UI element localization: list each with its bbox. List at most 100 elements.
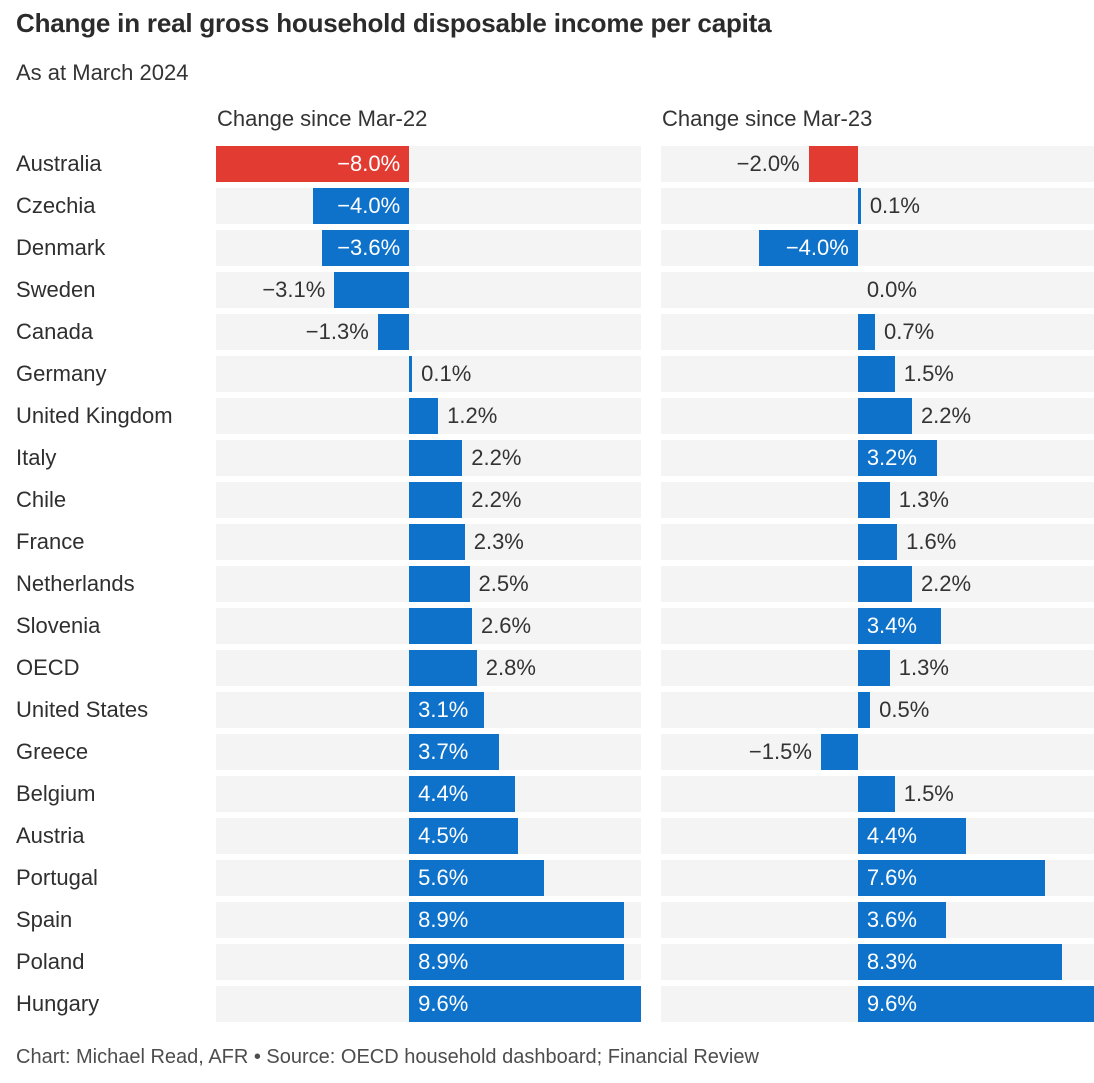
value-label: 1.5% — [903, 361, 954, 386]
chart-panel-mar22: 3.1% — [216, 692, 641, 728]
chart-panel-mar22: 9.6% — [216, 986, 641, 1022]
value-label: 8.3% — [866, 949, 917, 974]
value-bar — [377, 314, 410, 350]
value-label: 3.6% — [866, 907, 917, 932]
country-label: United Kingdom — [16, 403, 173, 428]
value-label: −3.6% — [337, 235, 401, 260]
value-label: −4.0% — [785, 235, 849, 260]
country-row: Australia −8.0% −2.0% — [0, 146, 1094, 182]
country-row: United Kingdom 1.2% 2.2% — [0, 398, 1094, 434]
country-row: Poland 8.9% 8.3% — [0, 944, 1094, 980]
country-row: Chile 2.2% 1.3% — [0, 482, 1094, 518]
country-label: Austria — [16, 823, 85, 848]
country-label: Spain — [16, 907, 73, 932]
value-label: 1.6% — [906, 529, 957, 554]
value-label: 2.3% — [473, 529, 524, 554]
chart-panel-mar23: 1.5% — [661, 776, 1094, 812]
chart-panel-mar22: −1.3% — [216, 314, 641, 350]
value-label: 1.5% — [903, 781, 954, 806]
row-background-band — [661, 146, 1094, 182]
chart-panel-mar22: 0.1% — [216, 356, 641, 392]
value-bar — [857, 944, 1062, 980]
country-row: France 2.3% 1.6% — [0, 524, 1094, 560]
value-label: 2.2% — [471, 445, 522, 470]
row-background-band — [216, 356, 641, 392]
chart-panel-mar22: 2.2% — [216, 440, 641, 476]
value-bar — [409, 734, 499, 770]
chart-panel-mar23: 0.7% — [661, 314, 1094, 350]
value-label: 4.4% — [418, 781, 469, 806]
country-row: Belgium 4.4% 1.5% — [0, 776, 1094, 812]
chart-panel-mar22: 2.3% — [216, 524, 641, 560]
country-row: Czechia −4.0% 0.1% — [0, 188, 1094, 224]
value-bar — [409, 398, 439, 434]
country-label: United States — [16, 697, 149, 722]
chart-panel-mar22: −3.1% — [216, 272, 641, 308]
value-label: 2.2% — [920, 403, 972, 428]
value-bar — [409, 524, 465, 560]
chart-panel-mar22: 8.9% — [216, 902, 641, 938]
country-label: Belgium — [16, 781, 96, 806]
chart-panel-mar23: −4.0% — [661, 230, 1094, 266]
value-bar — [857, 188, 861, 224]
value-bar — [409, 860, 545, 896]
country-row: Greece 3.7% −1.5% — [0, 734, 1094, 770]
chart-panel-mar22: 1.2% — [216, 398, 641, 434]
value-bar — [759, 230, 858, 266]
value-bar — [409, 818, 518, 854]
chart-panel-mar22: 2.8% — [216, 650, 641, 686]
value-label: 2.5% — [478, 571, 529, 596]
value-label: 1.2% — [447, 403, 498, 428]
chart-panel-mar23: 1.3% — [661, 482, 1094, 518]
value-bar — [409, 902, 625, 938]
country-row: United States 3.1% 0.5% — [0, 692, 1094, 728]
value-bar — [409, 440, 463, 476]
country-label: Poland — [16, 949, 85, 974]
chart-panel-mar22: −4.0% — [216, 188, 641, 224]
value-bar — [409, 692, 485, 728]
row-background-band — [216, 272, 641, 308]
value-label: 0.7% — [884, 319, 935, 344]
value-bar — [312, 188, 410, 224]
value-bar — [409, 944, 625, 980]
value-bar — [857, 314, 876, 350]
chart-panel-mar22: 5.6% — [216, 860, 641, 896]
value-label: 2.6% — [480, 613, 532, 638]
column-header-mar23: Change since Mar-23 — [662, 106, 873, 131]
value-label: 0.5% — [879, 697, 930, 722]
bar-chart-rows: Australia −8.0% −2.0% Czechia −4.0% 0.1% Denma… — [0, 146, 1094, 1028]
value-bar — [857, 860, 1045, 896]
value-label: 4.4% — [866, 823, 917, 848]
value-bar — [409, 356, 413, 392]
country-label: France — [16, 529, 85, 554]
value-label: 8.9% — [418, 907, 469, 932]
value-bar — [857, 398, 912, 434]
value-label: 3.1% — [418, 697, 469, 722]
country-label: Portugal — [16, 865, 98, 890]
country-label: OECD — [16, 655, 80, 680]
value-label: 3.4% — [866, 613, 917, 638]
value-label: −1.5% — [748, 739, 812, 764]
value-bar — [820, 734, 858, 770]
value-bar — [409, 650, 477, 686]
country-row: Germany 0.1% 1.5% — [0, 356, 1094, 392]
country-label: Hungary — [16, 991, 100, 1016]
chart-source-credit: Chart: Michael Read, AFR • Source: OECD … — [16, 1046, 759, 1068]
value-label: 3.7% — [418, 739, 469, 764]
chart-panel-mar22: 4.4% — [216, 776, 641, 812]
value-label: −4.0% — [337, 193, 401, 218]
chart-panel-mar22: 2.2% — [216, 482, 641, 518]
value-bar — [857, 608, 942, 644]
row-background-band — [661, 272, 1094, 308]
value-label: 3.2% — [866, 445, 917, 470]
chart-panel-mar23: 3.4% — [661, 608, 1094, 644]
chart-panel-mar22: 2.6% — [216, 608, 641, 644]
chart-panel-mar22: −3.6% — [216, 230, 641, 266]
chart-panel-mar23: −1.5% — [661, 734, 1094, 770]
value-bar — [808, 146, 858, 182]
chart-panel-mar22: 3.7% — [216, 734, 641, 770]
country-row: Italy 2.2% 3.2% — [0, 440, 1094, 476]
row-background-band — [661, 188, 1094, 224]
country-label: Chile — [16, 487, 67, 512]
value-bar — [409, 566, 470, 602]
